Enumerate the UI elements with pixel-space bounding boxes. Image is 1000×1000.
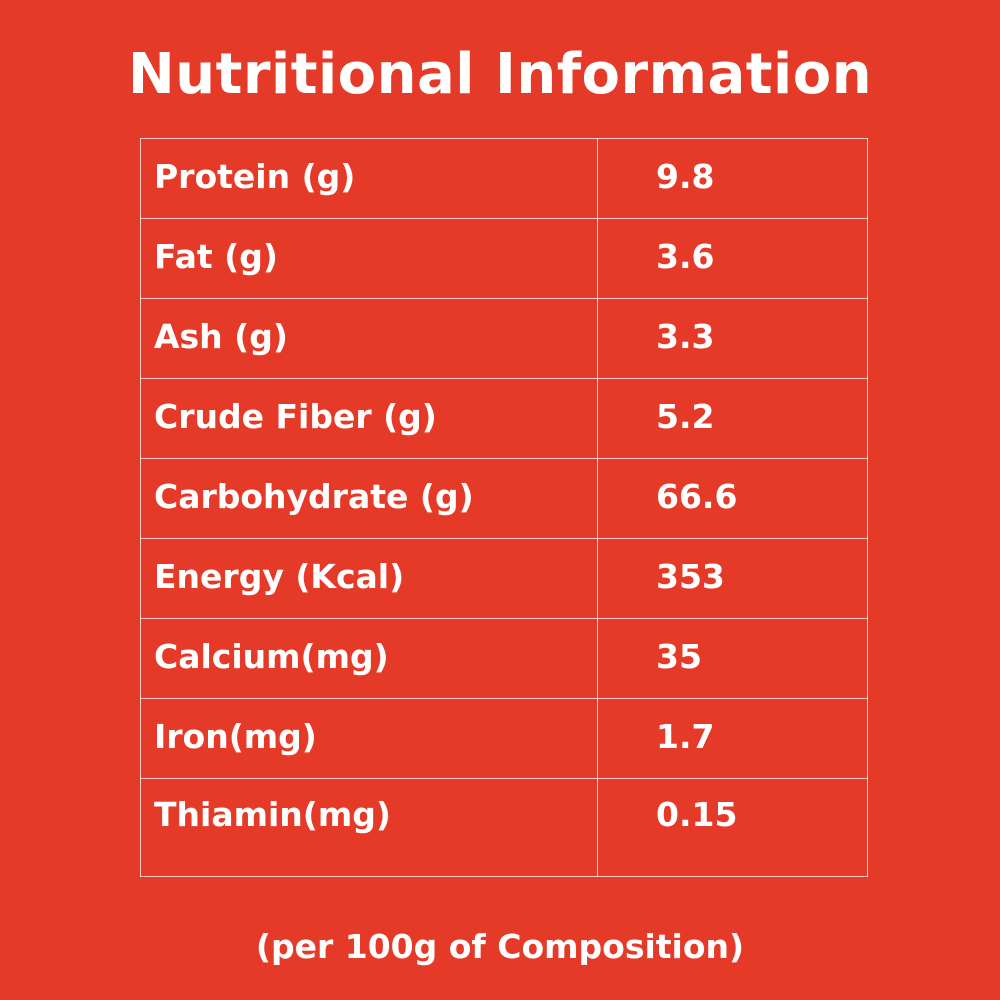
table-row: Carbohydrate (g) 66.6	[140, 458, 868, 539]
nutrient-label: Carbohydrate (g)	[140, 458, 598, 539]
nutrient-label: Fat (g)	[140, 218, 598, 299]
nutrient-value: 1.7	[597, 698, 868, 779]
nutrient-label: Ash (g)	[140, 298, 598, 379]
nutrient-value: 5.2	[597, 378, 868, 459]
table-row: Calcium(mg) 35	[140, 618, 868, 699]
nutrient-label: Energy (Kcal)	[140, 538, 598, 619]
serving-footnote: (per 100g of Composition)	[255, 927, 745, 966]
table-row: Energy (Kcal) 353	[140, 538, 868, 619]
nutrient-value: 66.6	[597, 458, 868, 539]
nutrient-label: Thiamin(mg)	[140, 778, 598, 877]
nutrient-value: 3.3	[597, 298, 868, 379]
table-row: Crude Fiber (g) 5.2	[140, 378, 868, 459]
nutrient-value: 353	[597, 538, 868, 619]
nutrient-label: Iron(mg)	[140, 698, 598, 779]
nutrient-label: Calcium(mg)	[140, 618, 598, 699]
nutrition-table: Protein (g) 9.8 Fat (g) 3.6 Ash (g) 3.3 …	[140, 138, 868, 877]
nutrient-label: Protein (g)	[140, 138, 598, 219]
table-row: Iron(mg) 1.7	[140, 698, 868, 779]
table-row: Ash (g) 3.3	[140, 298, 868, 379]
table-row: Protein (g) 9.8	[140, 138, 868, 219]
nutrient-label: Crude Fiber (g)	[140, 378, 598, 459]
nutrient-value: 0.15	[597, 778, 868, 877]
page-title: Nutritional Information	[127, 42, 873, 107]
table-row: Fat (g) 3.6	[140, 218, 868, 299]
table-row: Thiamin(mg) 0.15	[140, 778, 868, 877]
nutrient-value: 9.8	[597, 138, 868, 219]
nutrient-value: 3.6	[597, 218, 868, 299]
nutrient-value: 35	[597, 618, 868, 699]
